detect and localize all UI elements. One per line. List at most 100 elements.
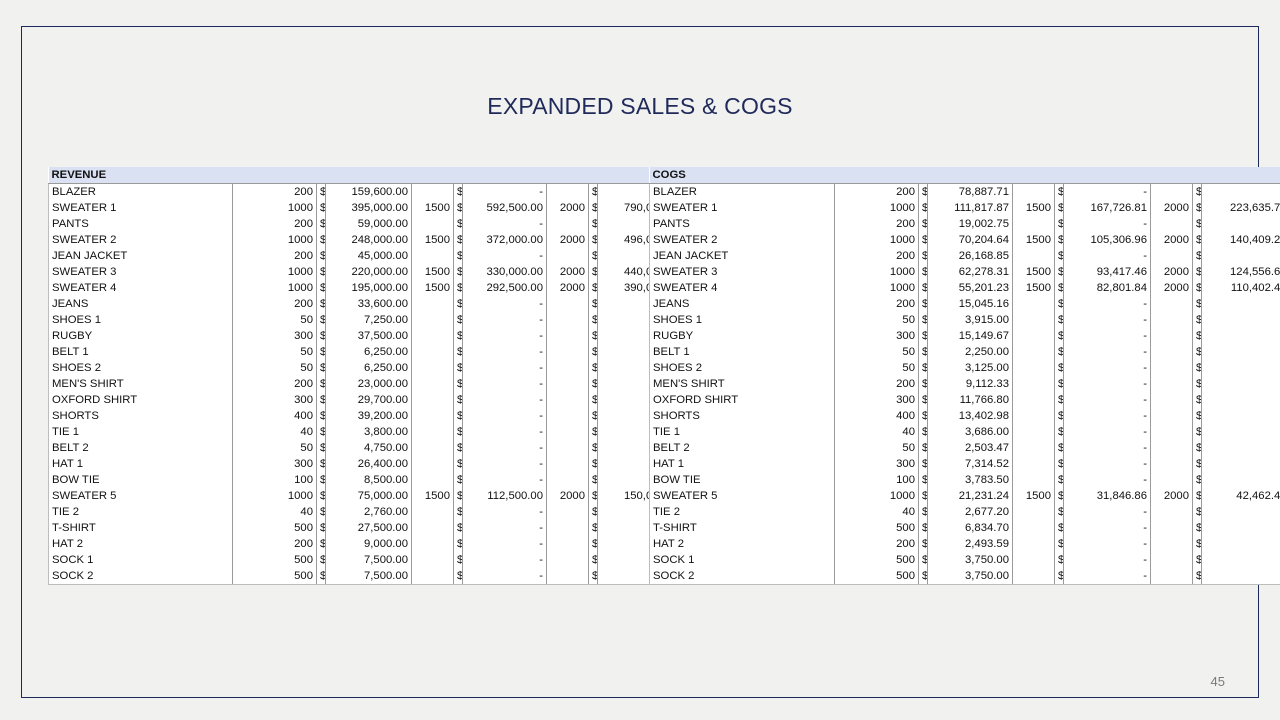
amount-cell: 59,000.00 (325, 216, 412, 232)
quantity-2-cell (1012, 392, 1055, 408)
currency-symbol-3-cell: $ (588, 216, 598, 232)
revenue-table: REVENUE BLAZER200$159,600.00$-$-SWEATER … (48, 167, 684, 585)
amount-cell: 11,766.80 (927, 392, 1013, 408)
currency-symbol-cell: $ (316, 183, 326, 200)
currency-symbol-3-cell: $ (588, 504, 598, 520)
quantity-3-cell (546, 360, 589, 376)
quantity-cell: 1000 (232, 200, 317, 216)
item-name-cell: HAT 1 (48, 456, 233, 472)
amount-cell: 7,314.52 (927, 456, 1013, 472)
amount-2-cell: - (462, 296, 547, 312)
page-number: 45 (1210, 674, 1225, 689)
quantity-2-cell (1012, 296, 1055, 312)
amount-2-cell: - (1063, 536, 1151, 552)
quantity-2-cell: 1500 (411, 488, 454, 504)
quantity-3-cell (1150, 568, 1193, 585)
quantity-cell: 1000 (834, 264, 919, 280)
quantity-2-cell (411, 440, 454, 456)
quantity-cell: 1000 (834, 280, 919, 296)
amount-cell: 6,834.70 (927, 520, 1013, 536)
amount-3-cell: - (1200, 216, 1280, 232)
currency-symbol-3-cell: $ (588, 280, 598, 296)
currency-symbol-3-cell: $ (588, 520, 598, 536)
amount-2-cell: - (462, 216, 547, 232)
table-row: BELT 150$2,250.00$-$- (649, 344, 1280, 360)
item-name-cell: TIE 1 (48, 424, 233, 440)
quantity-2-cell (1012, 248, 1055, 264)
currency-symbol-3-cell: $ (588, 248, 598, 264)
amount-3-cell: - (1200, 504, 1280, 520)
quantity-2-cell (411, 360, 454, 376)
currency-symbol-3-cell: $ (588, 488, 598, 504)
quantity-3-cell (1150, 472, 1193, 488)
currency-symbol-2-cell: $ (453, 440, 463, 456)
currency-symbol-cell: $ (918, 296, 928, 312)
quantity-cell: 300 (232, 328, 317, 344)
amount-2-cell: - (1063, 520, 1151, 536)
quantity-3-cell: 2000 (1150, 232, 1193, 248)
currency-symbol-2-cell: $ (453, 183, 463, 200)
amount-3-cell: - (1200, 568, 1280, 585)
quantity-2-cell (411, 520, 454, 536)
quantity-3-cell (546, 296, 589, 312)
quantity-cell: 200 (232, 248, 317, 264)
quantity-2-cell (411, 328, 454, 344)
quantity-3-cell (546, 392, 589, 408)
currency-symbol-cell: $ (316, 552, 326, 568)
quantity-cell: 1000 (834, 488, 919, 504)
quantity-cell: 200 (834, 376, 919, 392)
currency-symbol-3-cell: $ (1192, 312, 1202, 328)
quantity-cell: 200 (834, 183, 919, 200)
quantity-3-cell (546, 328, 589, 344)
item-name-cell: HAT 2 (649, 536, 835, 552)
amount-2-cell: - (462, 536, 547, 552)
amount-cell: 15,045.16 (927, 296, 1013, 312)
quantity-cell: 1000 (232, 280, 317, 296)
quantity-cell: 50 (232, 344, 317, 360)
quantity-2-cell: 1500 (1012, 488, 1055, 504)
amount-cell: 6,250.00 (325, 344, 412, 360)
amount-cell: 3,750.00 (927, 552, 1013, 568)
currency-symbol-cell: $ (918, 360, 928, 376)
amount-cell: 2,760.00 (325, 504, 412, 520)
quantity-3-cell (546, 408, 589, 424)
quantity-3-cell: 2000 (546, 200, 589, 216)
currency-symbol-cell: $ (316, 568, 326, 585)
item-name-cell: RUGBY (48, 328, 233, 344)
amount-2-cell: - (462, 456, 547, 472)
item-name-cell: SHOES 2 (48, 360, 233, 376)
table-row: SOCK 1500$7,500.00$-$- (48, 552, 684, 568)
currency-symbol-cell: $ (918, 200, 928, 216)
amount-cell: 26,168.85 (927, 248, 1013, 264)
amount-2-cell: - (1063, 360, 1151, 376)
amount-2-cell: 112,500.00 (462, 488, 547, 504)
item-name-cell: SWEATER 3 (48, 264, 233, 280)
item-name-cell: BELT 1 (649, 344, 835, 360)
currency-symbol-2-cell: $ (453, 312, 463, 328)
slide-title: EXPANDED SALES & COGS (487, 93, 793, 119)
item-name-cell: HAT 2 (48, 536, 233, 552)
item-name-cell: JEAN JACKET (48, 248, 233, 264)
item-name-cell: MEN'S SHIRT (649, 376, 835, 392)
currency-symbol-cell: $ (316, 312, 326, 328)
currency-symbol-3-cell: $ (588, 328, 598, 344)
currency-symbol-3-cell: $ (1192, 472, 1202, 488)
amount-cell: 2,503.47 (927, 440, 1013, 456)
quantity-2-cell (411, 552, 454, 568)
currency-symbol-3-cell: $ (588, 472, 598, 488)
quantity-3-cell (546, 424, 589, 440)
amount-2-cell: 167,726.81 (1063, 200, 1151, 216)
amount-cell: 21,231.24 (927, 488, 1013, 504)
amount-2-cell: - (462, 328, 547, 344)
table-row: SWEATER 11000$395,000.001500$592,500.002… (48, 200, 684, 216)
quantity-cell: 500 (834, 568, 919, 585)
amount-2-cell: - (462, 360, 547, 376)
quantity-3-cell (1150, 360, 1193, 376)
quantity-2-cell (1012, 568, 1055, 585)
